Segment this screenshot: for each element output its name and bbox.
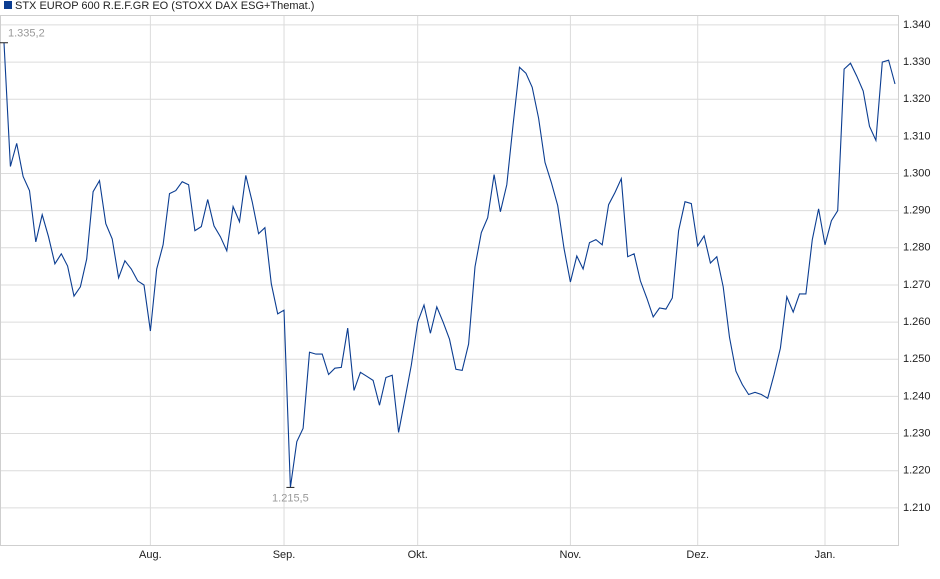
- y-tick-label: 1.310: [903, 130, 931, 142]
- plot-frame: [0, 15, 899, 546]
- x-tick-label: Jan.: [815, 549, 836, 561]
- y-tick-label: 1.270: [903, 279, 931, 291]
- price-line: [3, 42, 896, 488]
- y-tick-label: 1.260: [903, 316, 931, 328]
- y-tick-label: 1.320: [903, 93, 931, 105]
- x-tick-label: Okt.: [408, 549, 428, 561]
- legend-swatch: [4, 1, 12, 9]
- y-tick-label: 1.240: [903, 390, 931, 402]
- annotation-label: 1.335,2: [8, 28, 45, 40]
- y-tick-label: 1.290: [903, 205, 931, 217]
- x-tick-label: Sep.: [273, 549, 296, 561]
- y-tick-label: 1.250: [903, 353, 931, 365]
- x-tick-label: Nov.: [560, 549, 582, 561]
- y-tick-label: 1.220: [903, 465, 931, 477]
- legend-label: STX EUROP 600 R.E.F.GR EO (STOXX DAX ESG…: [15, 0, 314, 12]
- y-tick-label: 1.230: [903, 427, 931, 439]
- x-tick-label: Dez.: [686, 549, 709, 561]
- y-tick-label: 1.280: [903, 242, 931, 254]
- y-tick-label: 1.330: [903, 56, 931, 68]
- y-tick-label: 1.340: [903, 19, 931, 31]
- annotation-label: 1.215,5: [272, 492, 309, 504]
- y-tick-label: 1.300: [903, 167, 931, 179]
- x-tick-label: Aug.: [139, 549, 162, 561]
- y-tick-label: 1.210: [903, 502, 931, 514]
